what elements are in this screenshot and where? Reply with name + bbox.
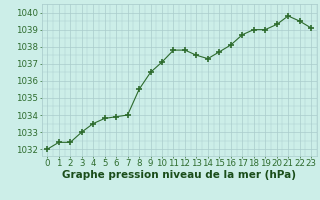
X-axis label: Graphe pression niveau de la mer (hPa): Graphe pression niveau de la mer (hPa) (62, 170, 296, 180)
